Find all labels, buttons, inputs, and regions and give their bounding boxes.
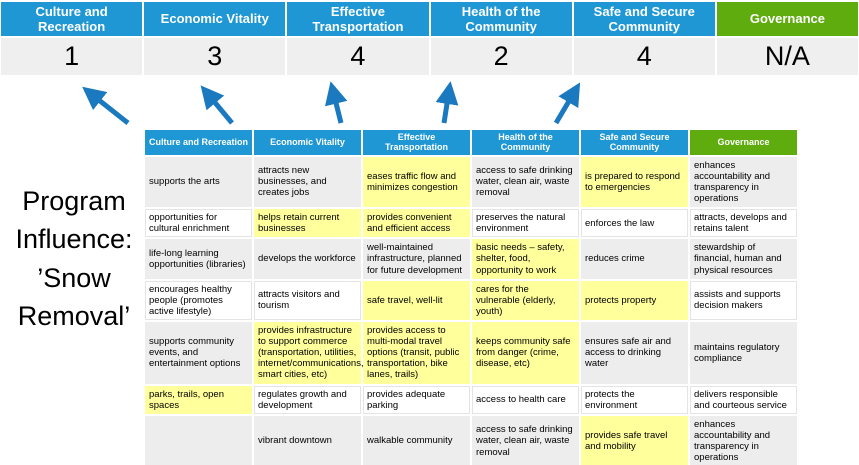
matrix-cell: enforces the law (581, 209, 688, 238)
influence-arrow (324, 81, 348, 124)
table-row: parks, trails, open spaces regulates grow… (145, 385, 797, 414)
matrix-cell: provides convenient and efficient access (363, 209, 470, 238)
matrix-cell: is prepared to respond to emergencies (581, 156, 688, 208)
matrix-header-row: Culture and Recreation Economic Vitality E… (145, 130, 797, 155)
matrix-header-cell: Safe and Secure Community (581, 130, 688, 155)
matrix-cell: regulates growth and development (254, 385, 361, 414)
matrix-header-cell: Effective Transportation (363, 130, 470, 155)
matrix-cell: access to health care (472, 385, 579, 414)
matrix-cell: enhances accountability and transparency… (690, 415, 797, 465)
table-row: life-long learning opportunities (librar… (145, 239, 797, 279)
matrix-cell: walkable community (363, 415, 470, 465)
table-row: encourages healthy people (promotes acti… (145, 280, 797, 320)
scoreboard-column: Governance N/A (716, 2, 858, 75)
scoreboard-score-cell: N/A (716, 38, 858, 75)
matrix-cell: ensures safe air and access to drinking … (581, 322, 688, 384)
matrix-cell: opportunities for cultural enrichment (145, 209, 252, 238)
table-row: supports the arts attracts new businesses… (145, 156, 797, 208)
matrix-cell: parks, trails, open spaces (145, 385, 252, 414)
scoreboard-header-cell: Culture and Recreation (1, 2, 143, 36)
matrix-cell: provides infrastructure to support comme… (254, 322, 364, 384)
influence-arrow (435, 81, 459, 124)
scoreboard-header-cell: Health of the Community (430, 2, 572, 36)
scoreboard-column: Health of the Community 2 (430, 2, 572, 75)
matrix-cell: enhances accountability and transparency… (690, 156, 797, 208)
matrix-cell: supports community events, and entertain… (145, 322, 252, 384)
influence-arrow (553, 82, 581, 125)
matrix-cell: provides safe travel and mobility (581, 415, 688, 465)
influence-arrow (200, 85, 234, 125)
matrix-cell: protects property (581, 280, 688, 320)
matrix-cell: attracts, develops and retains talent (690, 209, 797, 238)
scoreboard-column: Economic Vitality 3 (144, 2, 286, 75)
scoreboard: Culture and Recreation 1 Economic Vitality… (1, 2, 858, 75)
matrix-table: Culture and Recreation Economic Vitality E… (143, 128, 799, 465)
scoreboard-column: Effective Transportation 4 (287, 2, 429, 75)
matrix-cell: eases traffic flow and minimizes congest… (363, 156, 470, 208)
matrix-header-cell: Health of the Community (472, 130, 579, 155)
matrix-cell: maintains regulatory compliance (690, 322, 797, 384)
matrix-cell: reduces crime (581, 239, 688, 279)
program-title: Program Influence: ’Snow Removal’ (15, 186, 133, 331)
matrix-cell: life-long learning opportunities (librar… (145, 239, 252, 279)
matrix-cell: provides access to multi-modal travel op… (363, 322, 470, 384)
table-row: supports community events, and entertain… (145, 322, 797, 384)
matrix-cell: basic needs – safety, shelter, food, opp… (472, 239, 579, 279)
matrix-cell: safe travel, well-lit (363, 280, 470, 320)
matrix-header-cell: Culture and Recreation (145, 130, 252, 155)
matrix-cell: attracts new businesses, and creates job… (254, 156, 361, 208)
matrix-cell: protects the environment (581, 385, 688, 414)
matrix-cell: access to safe drinking water, clean air… (472, 415, 579, 465)
matrix-cell: helps retain current businesses (254, 209, 361, 238)
matrix-cell: develops the workforce (254, 239, 361, 279)
matrix-cell: encourages healthy people (promotes acti… (145, 280, 252, 320)
matrix-header-cell: Economic Vitality (254, 130, 361, 155)
table-row: vibrant downtown walkable community access… (145, 415, 797, 465)
scoreboard-column: Culture and Recreation 1 (1, 2, 143, 75)
matrix-cell: access to safe drinking water, clean air… (472, 156, 579, 208)
matrix-cell: attracts visitors and tourism (254, 280, 361, 320)
scoreboard-header-cell: Effective Transportation (287, 2, 429, 36)
scoreboard-score-cell: 4 (573, 38, 715, 75)
scoreboard-header-cell: Safe and Secure Community (573, 2, 715, 36)
matrix-cell: preserves the natural environment (472, 209, 579, 238)
table-row: opportunities for cultural enrichment hel… (145, 209, 797, 238)
scoreboard-score-cell: 4 (287, 38, 429, 75)
matrix-cell: well-maintained infrastructure, planned … (363, 239, 470, 279)
matrix-cell: keeps community safe from danger (crime,… (472, 322, 579, 384)
matrix-cell: delivers responsible and courteous servi… (690, 385, 797, 414)
matrix-cell: assists and supports decision makers (690, 280, 797, 320)
matrix-cell: vibrant downtown (254, 415, 361, 465)
matrix-cell (145, 415, 252, 465)
matrix-cell: stewardship of financial, human and phys… (690, 239, 797, 279)
scoreboard-column: Safe and Secure Community 4 (573, 2, 715, 75)
matrix-header-cell: Governance (690, 130, 797, 155)
matrix-cell: supports the arts (145, 156, 252, 208)
matrix-cell: cares for the vulnerable (elderly, youth… (472, 280, 579, 320)
scoreboard-header-cell: Governance (716, 2, 858, 36)
influence-arrows (82, 81, 581, 125)
matrix-cell: provides adequate parking (363, 385, 470, 414)
scoreboard-header-cell: Economic Vitality (144, 2, 286, 36)
scoreboard-score-cell: 3 (144, 38, 286, 75)
influence-arrow (82, 86, 130, 125)
scoreboard-score-cell: 1 (1, 38, 143, 75)
scoreboard-score-cell: 2 (430, 38, 572, 75)
